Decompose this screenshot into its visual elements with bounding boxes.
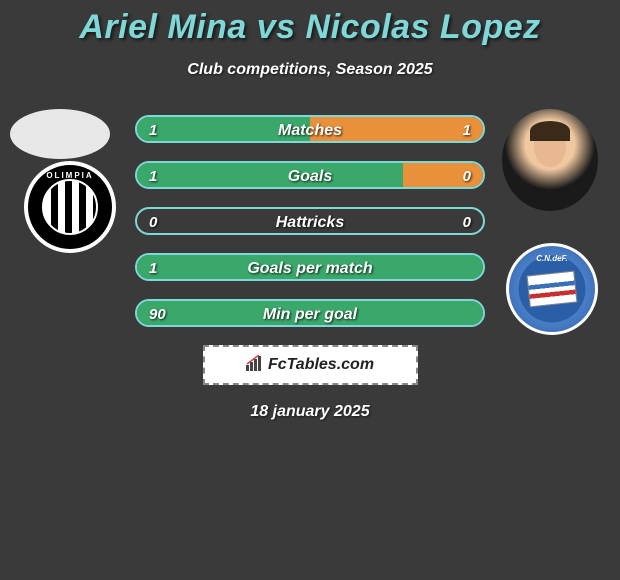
nacional-badge-icon: C.N.deF. — [506, 243, 598, 335]
player-left-avatar — [10, 109, 110, 159]
stat-label: Hattricks — [137, 209, 483, 235]
stat-label: Matches — [137, 117, 483, 143]
stat-label: Goals — [137, 163, 483, 189]
club-right-badge: C.N.deF. — [506, 243, 598, 335]
stat-bars: 11Matches 10Goals 00Hattricks 1Goals per ma… — [135, 109, 485, 327]
comparison-date: 18 january 2025 — [0, 403, 620, 421]
stat-row: 10Goals — [135, 161, 485, 189]
club-left-badge: OLIMPIA — [24, 161, 116, 253]
stat-row: 90Min per goal — [135, 299, 485, 327]
player-right-avatar — [502, 109, 598, 211]
stats-area: OLIMPIA C.N.deF. 11Matches 10Goals 00Hattr… — [0, 109, 620, 327]
stat-label: Goals per match — [137, 255, 483, 281]
chart-icon — [246, 355, 264, 376]
brand-box[interactable]: FcTables.com — [203, 345, 418, 385]
stat-row: 1Goals per match — [135, 253, 485, 281]
avatar-placeholder-icon — [10, 109, 110, 159]
comparison-subtitle: Club competitions, Season 2025 — [0, 61, 620, 79]
stat-row: 00Hattricks — [135, 207, 485, 235]
comparison-title: Ariel Mina vs Nicolas Lopez — [0, 0, 620, 47]
stat-row: 11Matches — [135, 115, 485, 143]
olimpia-badge-text: OLIMPIA — [28, 171, 112, 180]
avatar-photo-icon — [502, 109, 598, 211]
olimpia-badge-icon: OLIMPIA — [24, 161, 116, 253]
brand-text: FcTables.com — [268, 356, 374, 374]
stat-label: Min per goal — [137, 301, 483, 327]
nacional-badge-text: C.N.deF. — [509, 254, 595, 263]
